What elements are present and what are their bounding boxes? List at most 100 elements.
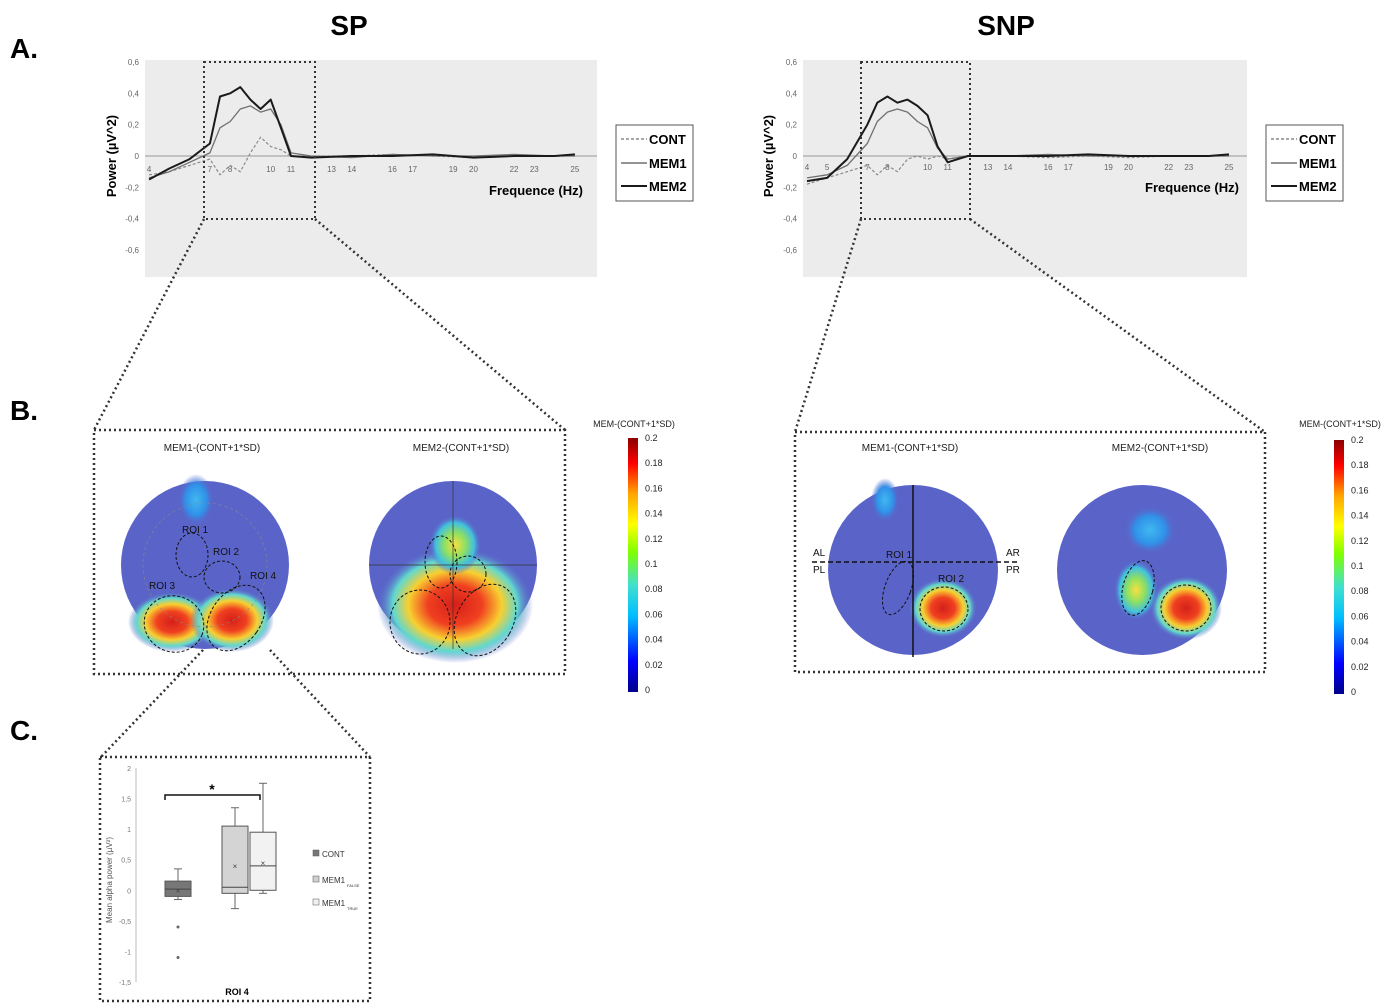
roi4-boxplot: 2 1,5 1 0,5 0 -0,5 -1 -1,5 Mean alpha power (µV… xyxy=(105,766,360,997)
snp-mem1-blob-top xyxy=(871,478,899,522)
sp-series-cont xyxy=(149,136,575,176)
sp-mem2-blob-main xyxy=(377,547,533,663)
sp-mem2-blob-top xyxy=(429,515,481,575)
sp-y-axis-label: Power (µV^2) xyxy=(104,115,119,197)
snp-topomap-frame xyxy=(793,430,1267,674)
snp-cb-tick-3: 0.14 xyxy=(1351,511,1369,521)
sp-x-tick-4: 11 xyxy=(287,165,296,174)
sp-topomap-mem2 xyxy=(369,481,537,663)
snp-x-tick-10: 19 xyxy=(1104,163,1113,172)
snp-cb-tick-2: 0.16 xyxy=(1351,485,1369,495)
snp-x-tick-4: 10 xyxy=(923,163,932,172)
roi4-legend-mem1false: MEM1 xyxy=(322,876,346,885)
roi4-y-tick-7: -1,5 xyxy=(119,980,131,987)
snp-x-ticks: 4 5 7 8 10 11 13 14 16 17 19 20 22 23 25 xyxy=(805,163,1234,172)
snp-y-tick-0: 0,6 xyxy=(786,58,798,67)
sp-x-tick-8: 17 xyxy=(408,165,417,174)
roi4-box-0-mean-marker: × xyxy=(176,886,181,895)
sp-legend-mem1: MEM1 xyxy=(649,156,687,171)
snp-series xyxy=(806,95,1230,185)
sp-roi2-outline xyxy=(203,560,241,594)
roi4-connector-left xyxy=(100,649,204,758)
roi4-legend-cont: CONT xyxy=(322,850,345,859)
snp-cb-tick-8: 0.04 xyxy=(1351,637,1369,647)
sp-x-tick-1: 7 xyxy=(208,165,213,174)
sp-cb-tick-5: 0.1 xyxy=(645,559,658,569)
sp-title: SP xyxy=(330,10,367,41)
panel-label-b: B. xyxy=(10,395,38,426)
roi4-connector-right xyxy=(269,649,371,758)
snp-cb-tick-5: 0.1 xyxy=(1351,561,1364,571)
sp-x-tick-9: 19 xyxy=(449,165,458,174)
sp-y-ticks: 0,6 0,4 0,2 0 -0,2 -0,4 -0,6 xyxy=(125,58,139,255)
roi4-legend-mem1false-swatch xyxy=(312,875,320,883)
sp-y-tick-0: 0,6 xyxy=(128,58,140,67)
snp-y-ticks: 0,6 0,4 0,2 0 -0,2 -0,4 -0,6 xyxy=(783,58,797,255)
snp-x-tick-11: 20 xyxy=(1124,163,1133,172)
sp-roi3-outline xyxy=(143,595,205,653)
snp-x-tick-12: 22 xyxy=(1164,163,1173,172)
roi4-legend-mem1true: MEM1 xyxy=(322,899,346,908)
sp-y-tick-6: -0,6 xyxy=(125,246,139,255)
sp-cb-tick-3: 0.14 xyxy=(645,509,663,519)
sp-x-tick-10: 20 xyxy=(469,165,478,174)
sp-x-tick-6: 14 xyxy=(347,165,356,174)
snp-topomap-mem2 xyxy=(1057,485,1227,655)
sp-y-tick-1: 0,4 xyxy=(128,89,140,98)
roi4-boxes: × × × xyxy=(164,782,277,960)
sp-colorbar-ticks: 0.2 0.18 0.16 0.14 0.12 0.1 0.08 0.06 0.04 0.02 0 xyxy=(645,433,663,695)
sp-roi4-label: ROI 4 xyxy=(250,571,277,582)
snp-x-tick-8: 16 xyxy=(1044,163,1053,172)
sp-series xyxy=(148,86,575,181)
snp-roi1-outline xyxy=(881,560,915,616)
sp-y-tick-4: -0,2 xyxy=(125,183,139,192)
snp-x-tick-6: 13 xyxy=(983,163,992,172)
sp-roi1-outline xyxy=(175,532,209,578)
roi4-y-tick-1: 1,5 xyxy=(121,797,131,804)
roi4-box-1-iqr xyxy=(221,825,249,894)
snp-roi2-label: ROI 2 xyxy=(938,574,965,585)
sp-x-tick-13: 25 xyxy=(570,165,579,174)
sp-colorbar-gradient xyxy=(628,438,638,692)
roi4-y-tick-0: 2 xyxy=(127,766,131,773)
sp-spectrum-plot: 0,6 0,4 0,2 0 -0,2 -0,4 -0,6 4 7 8 10 11 13 14 16 17 19… xyxy=(104,58,597,277)
snp-colorbar-ticks: 0.2 0.18 0.16 0.14 0.12 0.1 0.08 0.06 0.04 0.02 0 xyxy=(1351,435,1369,697)
roi4-box-2-mean-marker: × xyxy=(261,859,266,868)
sp-topo-right-title: MEM2-(CONT+1*SD) xyxy=(413,443,509,454)
snp-x-tick-5: 11 xyxy=(944,163,953,172)
sp-mem1-blob-top xyxy=(178,474,214,526)
snp-colorbar: MEM-(CONT+1*SD) 0.20.180.160.140.120.10.… xyxy=(1299,419,1381,697)
snp-quadrant-al: AL xyxy=(813,548,826,559)
snp-mem2-roi-left-outline xyxy=(1121,560,1155,616)
roi4-box-0-outlier-0 xyxy=(176,925,180,929)
sp-x-tick-2: 8 xyxy=(228,165,233,174)
sp-roi1-label: ROI 1 xyxy=(182,525,209,536)
snp-colorbar-title: MEM-(CONT+1*SD) xyxy=(1299,419,1381,429)
snp-quadrant-pl: PL xyxy=(813,565,826,576)
snp-x-tick-2: 7 xyxy=(865,163,870,172)
sp-cb-tick-4: 0.12 xyxy=(645,534,663,544)
sp-roi3-label: ROI 3 xyxy=(149,581,176,592)
snp-x-tick-1: 5 xyxy=(825,163,830,172)
sp-series-mem1 xyxy=(148,105,575,179)
snp-x-tick-3: 8 xyxy=(885,163,890,172)
sp-roi2-label: ROI 2 xyxy=(213,547,240,558)
roi4-box-0-outlier-1 xyxy=(176,956,180,960)
snp-topomap-mem1: ROI 1 ROI 2 AL PL AR PR xyxy=(812,478,1020,657)
snp-connector-left xyxy=(793,218,863,433)
snp-x-tick-14: 25 xyxy=(1225,163,1234,172)
snp-legend-cont: CONT xyxy=(1299,132,1336,147)
roi4-y-tick-4: 0 xyxy=(127,888,131,895)
sp-topo-left-title: MEM1-(CONT+1*SD) xyxy=(164,443,260,454)
snp-x-axis-label: Frequence (Hz) xyxy=(1145,180,1239,195)
snp-x-tick-13: 23 xyxy=(1184,163,1193,172)
sp-x-tick-12: 23 xyxy=(530,165,539,174)
sp-topomap-frame xyxy=(92,428,567,676)
snp-cb-tick-7: 0.06 xyxy=(1351,611,1369,621)
sp-cb-tick-0: 0.2 xyxy=(645,433,658,443)
sp-cb-tick-6: 0.08 xyxy=(645,584,663,594)
sp-x-tick-5: 13 xyxy=(327,165,336,174)
sp-mem2-roi2-outline xyxy=(449,555,487,593)
roi4-legend-mem1true-sub: TRUE xyxy=(347,906,358,911)
sp-cb-tick-10: 0 xyxy=(645,685,650,695)
